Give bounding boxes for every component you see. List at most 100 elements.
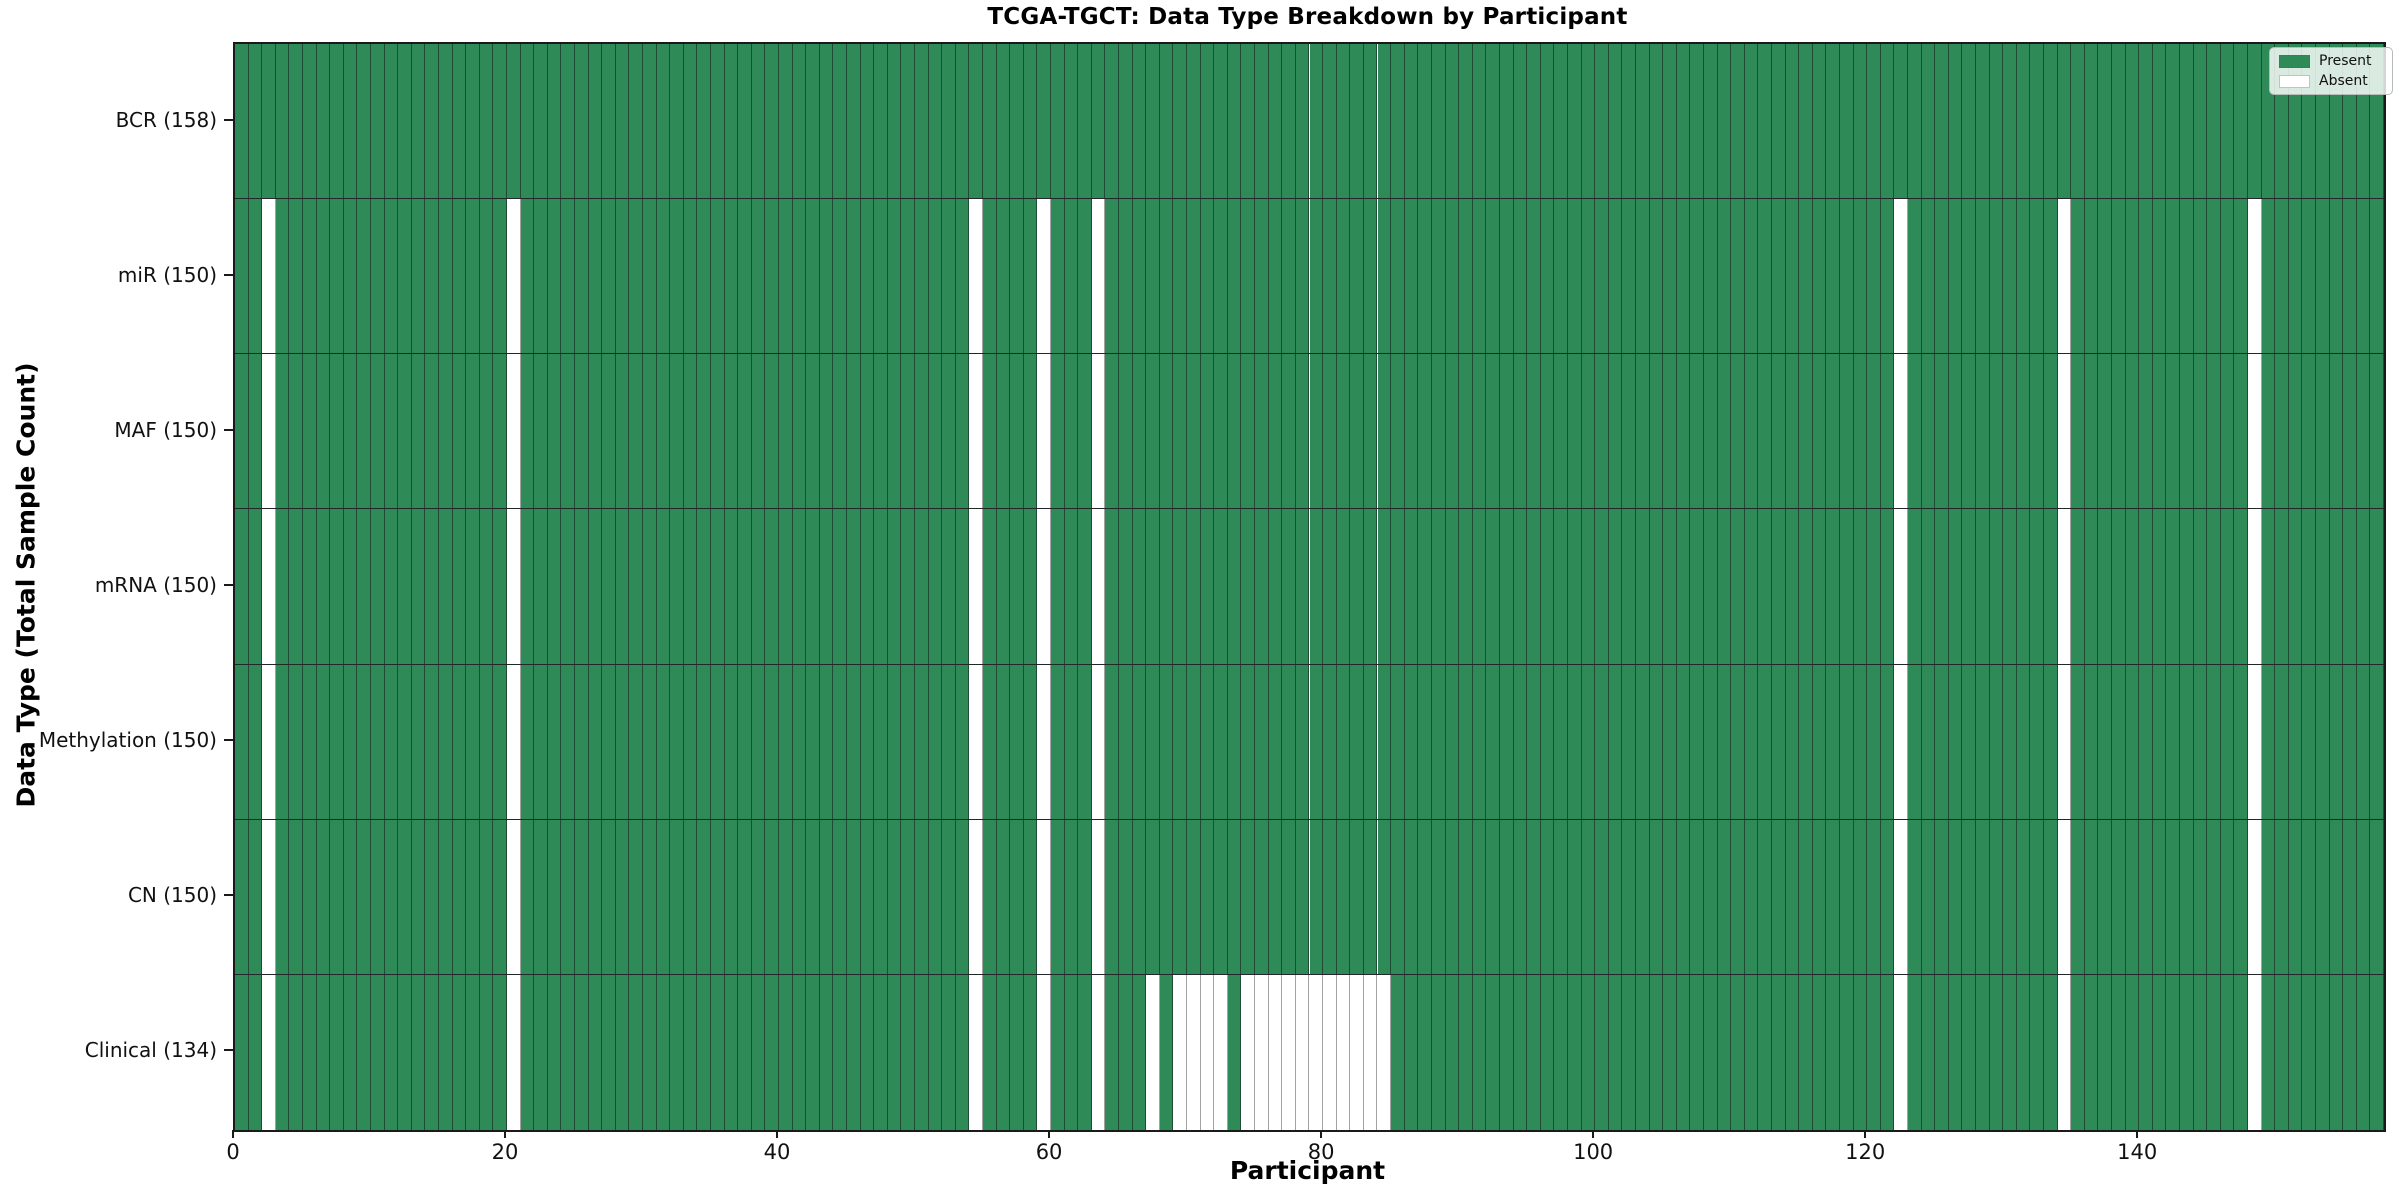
heatmap-cell (1731, 354, 1745, 509)
heatmap-cell (765, 664, 780, 819)
heatmap-cell (779, 509, 793, 664)
heatmap-cell (602, 509, 616, 664)
heatmap-cell (1295, 974, 1310, 1130)
y-tick-mark (224, 428, 233, 431)
heatmap-cell (1567, 44, 1582, 199)
y-tick-label: mRNA (150) (94, 573, 217, 597)
heatmap-cell (493, 974, 508, 1130)
heatmap-cell (670, 509, 684, 664)
heatmap-cell (1894, 44, 1908, 199)
heatmap-cell (1948, 664, 1963, 819)
heatmap-cell (2084, 44, 2099, 199)
heatmap-cell (1173, 819, 1188, 974)
heatmap-cell (2356, 199, 2371, 354)
heatmap-cell (2343, 664, 2357, 819)
heatmap-cell (1826, 354, 1840, 509)
heatmap-cell (357, 509, 371, 664)
heatmap-cell (1921, 354, 1936, 509)
heatmap-cell (806, 199, 820, 354)
heatmap-cell (738, 974, 752, 1130)
heatmap-cell (2030, 354, 2044, 509)
heatmap-cell (615, 199, 630, 354)
heatmap-cell (520, 199, 535, 354)
heatmap-cell (792, 664, 807, 819)
heatmap-cell (1717, 819, 1732, 974)
heatmap-cell (983, 819, 997, 974)
heatmap-cell (2098, 819, 2112, 974)
heatmap-cell (316, 354, 331, 509)
heatmap-cell (1350, 819, 1364, 974)
heatmap-cell (1323, 509, 1337, 664)
heatmap-cell (1758, 199, 1772, 354)
heatmap-cell (1785, 819, 1800, 974)
heatmap-cell (1323, 44, 1337, 199)
heatmap-cell (1921, 819, 1936, 974)
heatmap-cell (2234, 199, 2248, 354)
heatmap-cell (1663, 199, 1677, 354)
y-tick-label: CN (150) (127, 883, 217, 908)
heatmap-cell (289, 509, 303, 664)
heatmap-cell (2261, 354, 2276, 509)
heatmap-cell (2043, 354, 2058, 509)
heatmap-cell (1907, 354, 1922, 509)
heatmap-cell (330, 44, 344, 199)
heatmap-cell (303, 974, 317, 1130)
heatmap-cell (1051, 44, 1065, 199)
heatmap-cell (1799, 974, 1813, 1130)
heatmap-cell (942, 974, 956, 1130)
heatmap-cell (2343, 819, 2357, 974)
heatmap-cell (2057, 664, 2072, 819)
heatmap-cell (1214, 819, 1228, 974)
heatmap-cell (2343, 974, 2357, 1130)
y-tick-mark (224, 894, 233, 897)
heatmap-cell (996, 354, 1011, 509)
heatmap-cell (1173, 974, 1188, 1130)
heatmap-cell (2329, 664, 2344, 819)
heatmap-cell (874, 974, 888, 1130)
heatmap-cell (2343, 199, 2357, 354)
heatmap-cell (724, 819, 739, 974)
heatmap-cell (534, 819, 548, 974)
heatmap-cell (1187, 354, 1201, 509)
heatmap-cell (1839, 44, 1854, 199)
heatmap-cell (955, 44, 970, 199)
heatmap-cell (683, 44, 698, 199)
heatmap-cell (1921, 44, 1936, 199)
heatmap-cell (439, 664, 453, 819)
heatmap-cell (2030, 509, 2044, 664)
heatmap-cell (1227, 664, 1242, 819)
heatmap-cell (901, 44, 916, 199)
heatmap-cell (1622, 44, 1636, 199)
heatmap-cell (1445, 354, 1460, 509)
heatmap-cell (1690, 199, 1704, 354)
heatmap-cell (1731, 199, 1745, 354)
heatmap-cell (1255, 974, 1269, 1130)
plot-area (233, 42, 2386, 1132)
heatmap-cell (1323, 354, 1337, 509)
heatmap-cell (2166, 819, 2180, 974)
heatmap-cell (1649, 44, 1664, 199)
heatmap-cell (479, 974, 494, 1130)
heatmap-cell (915, 44, 929, 199)
heatmap-cell (1078, 44, 1092, 199)
heatmap-cell (643, 664, 657, 819)
heatmap-cell (2152, 664, 2167, 819)
heatmap-cell (2098, 354, 2112, 509)
heatmap-cell (983, 354, 997, 509)
heatmap-cell (507, 44, 521, 199)
heatmap-cell (2207, 974, 2221, 1130)
heatmap-cell (847, 819, 861, 974)
heatmap-cell (2275, 199, 2289, 354)
heatmap-cell (656, 664, 671, 819)
heatmap-cell (1459, 44, 1473, 199)
heatmap-cell (1989, 509, 2004, 664)
heatmap-cell (371, 354, 385, 509)
legend-label: Present (2319, 53, 2372, 69)
heatmap-cell (1255, 509, 1269, 664)
heatmap-cell (1336, 354, 1351, 509)
heatmap-cell (1962, 819, 1976, 974)
heatmap-cell (507, 819, 521, 974)
heatmap-cell (1595, 974, 1609, 1130)
heatmap-cell (969, 974, 984, 1130)
heatmap-cell (1023, 974, 1038, 1130)
